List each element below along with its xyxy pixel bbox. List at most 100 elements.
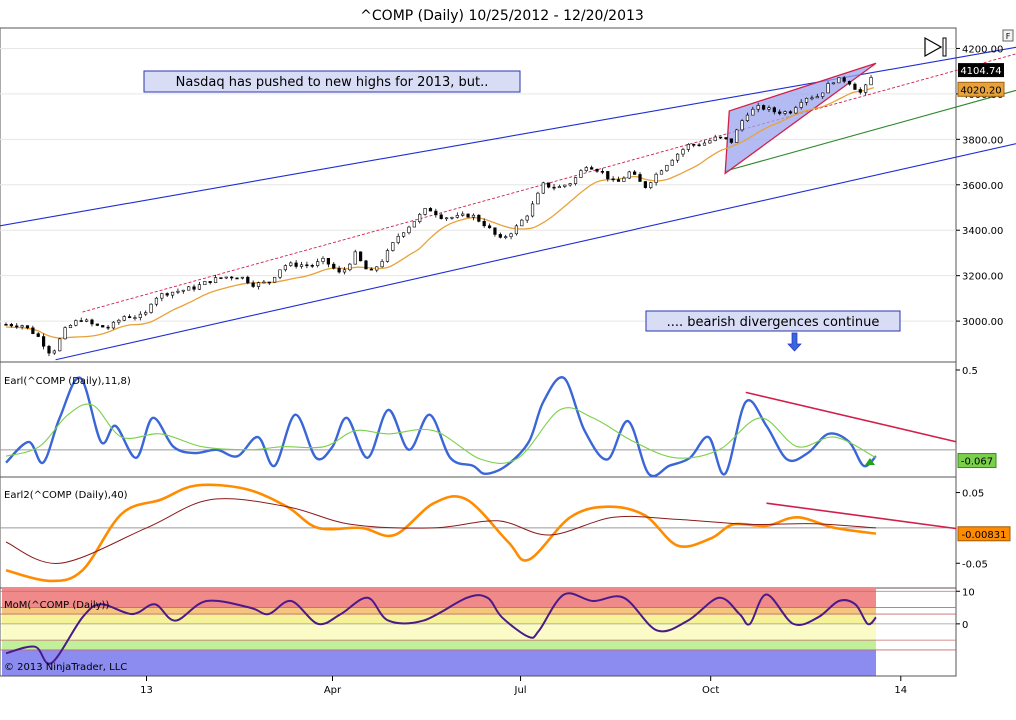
candle-body-143 bbox=[772, 107, 776, 113]
candle-body-34 bbox=[187, 286, 191, 291]
candle-body-131 bbox=[708, 140, 712, 144]
candle-body-114 bbox=[616, 179, 621, 182]
dashed-trend-line bbox=[82, 53, 1016, 313]
candle-body-74 bbox=[401, 232, 406, 237]
candle-body-18 bbox=[101, 325, 105, 328]
candle-body-158 bbox=[853, 83, 857, 90]
f-button[interactable]: F bbox=[1002, 29, 1014, 42]
sma-value-tag bbox=[957, 81, 1005, 97]
candle-body-15 bbox=[84, 319, 89, 322]
candle-body-9 bbox=[52, 350, 56, 354]
candle-body-23 bbox=[127, 316, 132, 319]
rising-wedge bbox=[724, 62, 877, 175]
candle-body-61 bbox=[332, 263, 336, 269]
x-tick-label: Apr bbox=[324, 685, 342, 696]
candle-body-112 bbox=[606, 171, 610, 180]
candle-body-30 bbox=[165, 293, 169, 296]
candle-body-92 bbox=[498, 234, 502, 238]
candle-body-83 bbox=[450, 217, 454, 219]
candle-body-154 bbox=[831, 82, 836, 85]
candle-body-122 bbox=[659, 170, 664, 175]
axes: 3000.003200.003400.003600.003800.004000.… bbox=[0, 44, 1011, 696]
candle-body-78 bbox=[423, 208, 427, 215]
candle-body-36 bbox=[197, 284, 202, 290]
candle-body-0 bbox=[4, 323, 8, 326]
candle-body-82 bbox=[444, 217, 449, 220]
candle-body-72 bbox=[391, 242, 395, 251]
candle-body-103 bbox=[557, 186, 562, 189]
last-price-tag bbox=[958, 63, 1004, 78]
price-plot bbox=[0, 46, 1016, 361]
candle-body-152 bbox=[821, 92, 825, 97]
candle-body-106 bbox=[573, 177, 578, 184]
candle-body-99 bbox=[536, 192, 540, 205]
candle-body-50 bbox=[273, 276, 277, 283]
candle-body-102 bbox=[552, 186, 556, 189]
mom-zone-0 bbox=[2, 588, 876, 608]
candle-body-27 bbox=[149, 303, 153, 313]
mom-plot bbox=[5, 592, 877, 665]
candle-body-80 bbox=[434, 210, 438, 216]
candle-body-123 bbox=[665, 164, 669, 172]
candle-body-115 bbox=[622, 177, 626, 182]
candle-body-121 bbox=[654, 173, 658, 183]
candle-body-4 bbox=[25, 325, 30, 329]
candle-body-54 bbox=[294, 262, 298, 267]
candle-body-155 bbox=[837, 77, 841, 84]
price-tick-label: 3000.00 bbox=[962, 317, 1003, 328]
scroll-end-bar[interactable] bbox=[942, 37, 947, 57]
candle-body-117 bbox=[633, 171, 637, 175]
earl2-slow-line bbox=[5, 498, 877, 564]
candle-body-84 bbox=[455, 215, 459, 218]
earl2-divergence-line bbox=[766, 502, 957, 530]
candle-body-42 bbox=[230, 276, 234, 279]
candle-body-95 bbox=[514, 225, 519, 235]
x-tick-label: 14 bbox=[894, 685, 907, 696]
candle-body-107 bbox=[579, 170, 583, 178]
candle-body-77 bbox=[418, 214, 422, 222]
candle-body-151 bbox=[815, 96, 819, 99]
chart-title: ^COMP (Daily) 10/25/2012 - 12/20/2013 bbox=[360, 8, 644, 24]
mom-zones bbox=[2, 588, 876, 676]
annotation-top-text: Nasdaq has pushed to new highs for 2013,… bbox=[176, 75, 489, 90]
mom-zone-5 bbox=[2, 649, 876, 676]
earl2-panel bbox=[0, 476, 957, 589]
mom-tick-label: 0 bbox=[962, 620, 968, 631]
candle-body-39 bbox=[213, 277, 218, 284]
candle-body-133 bbox=[718, 136, 723, 139]
candle-body-60 bbox=[326, 257, 330, 265]
mom-zone-1 bbox=[2, 607, 876, 615]
candle-body-94 bbox=[509, 233, 513, 237]
candle-body-63 bbox=[342, 269, 347, 273]
candle-body-17 bbox=[95, 323, 99, 326]
candle-body-5 bbox=[31, 327, 35, 334]
candle-body-142 bbox=[767, 107, 771, 110]
candle-body-129 bbox=[697, 144, 701, 147]
price-tick-label: 3800.00 bbox=[962, 135, 1003, 146]
candle-body-90 bbox=[487, 225, 492, 229]
mom-zone-3 bbox=[2, 623, 876, 641]
candle-body-45 bbox=[246, 276, 250, 284]
candle-body-1 bbox=[9, 324, 13, 327]
scroll-end-icon[interactable] bbox=[924, 36, 947, 58]
earl-slow-line bbox=[5, 403, 877, 464]
earl2-value-tag bbox=[957, 526, 1011, 542]
f-button-box[interactable] bbox=[1002, 29, 1014, 42]
candle-body-81 bbox=[439, 214, 443, 219]
candle-body-140 bbox=[756, 105, 760, 110]
candle-body-139 bbox=[751, 108, 755, 116]
candle-body-13 bbox=[74, 320, 78, 326]
candle-body-110 bbox=[595, 168, 599, 172]
earl2-fast-line bbox=[5, 483, 877, 583]
candle-body-105 bbox=[568, 183, 572, 186]
candle-body-14 bbox=[79, 320, 83, 322]
candle-body-79 bbox=[428, 208, 433, 212]
candle-body-86 bbox=[466, 213, 470, 218]
candle-body-21 bbox=[117, 319, 121, 323]
scroll-end-arrow[interactable] bbox=[924, 36, 943, 58]
candle-body-8 bbox=[47, 345, 51, 354]
candle-body-53 bbox=[289, 262, 293, 266]
candle-body-85 bbox=[461, 213, 465, 216]
earl2-value-label: -0.00831 bbox=[962, 530, 1007, 541]
candle-body-25 bbox=[138, 313, 142, 318]
